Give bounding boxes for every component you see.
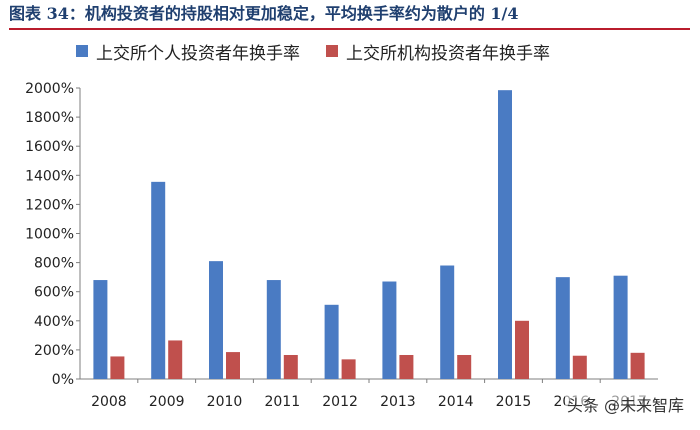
y-tick-label: 1200%: [25, 197, 74, 213]
title-rule: [9, 28, 690, 30]
chart-legend: 上交所个人投资者年换手率 上交所机构投资者年换手率: [76, 39, 576, 64]
bar-individual: [555, 277, 570, 379]
legend-item-institutional: 上交所机构投资者年换手率: [326, 39, 550, 64]
y-tick-label: 0%: [52, 372, 74, 388]
bar-individual: [324, 304, 339, 379]
bar-institutional: [168, 340, 183, 379]
x-tick-label: 2009: [149, 394, 185, 410]
y-tick-label: 2000%: [25, 81, 74, 97]
x-tick-label: 2011: [264, 394, 300, 410]
bar-individual: [266, 280, 281, 379]
bar-individual: [498, 90, 512, 380]
y-tick-label: 1800%: [25, 110, 74, 126]
legend-swatch-individual: [76, 45, 88, 57]
bar-institutional: [399, 354, 414, 379]
bar-institutional: [110, 356, 125, 379]
bar-individual: [93, 280, 108, 379]
legend-item-individual: 上交所个人投资者年换手率: [76, 39, 300, 64]
y-tick-label: 800%: [34, 256, 74, 272]
y-tick-label: 200%: [34, 343, 74, 359]
bar-individual: [151, 181, 166, 379]
legend-label-individual: 上交所个人投资者年换手率: [96, 43, 300, 64]
bar-institutional: [283, 354, 298, 379]
bar-institutional: [457, 354, 472, 379]
bar-individual: [209, 261, 223, 379]
y-tick-label: 1000%: [25, 227, 74, 243]
legend-swatch-institutional: [326, 45, 338, 57]
legend-label-institutional: 上交所机构投资者年换手率: [346, 43, 550, 64]
figure-title: 图表 34：机构投资者的持股相对更加稳定，平均换手率约为散户的 1/4: [9, 4, 519, 23]
bar-individual: [382, 281, 397, 379]
y-tick-label: 1400%: [25, 168, 74, 184]
x-tick-label: 2014: [438, 394, 474, 410]
x-tick-label: 2010: [207, 394, 243, 410]
y-tick-label: 600%: [34, 285, 74, 301]
y-tick-label: 1600%: [25, 139, 74, 155]
bar-institutional: [341, 359, 356, 379]
bar-institutional: [226, 352, 240, 379]
bar-institutional: [572, 355, 587, 379]
watermark: 头条 @未来智库: [564, 392, 686, 416]
bar-individual: [613, 275, 628, 379]
bar-institutional: [515, 320, 529, 379]
bar-institutional: [630, 352, 645, 379]
x-tick-label: 2015: [496, 394, 532, 410]
bar-individual: [440, 265, 455, 379]
x-tick-label: 2013: [380, 394, 416, 410]
x-tick-label: 2008: [91, 394, 127, 410]
y-tick-label: 400%: [34, 314, 74, 330]
x-tick-label: 2012: [322, 394, 358, 410]
